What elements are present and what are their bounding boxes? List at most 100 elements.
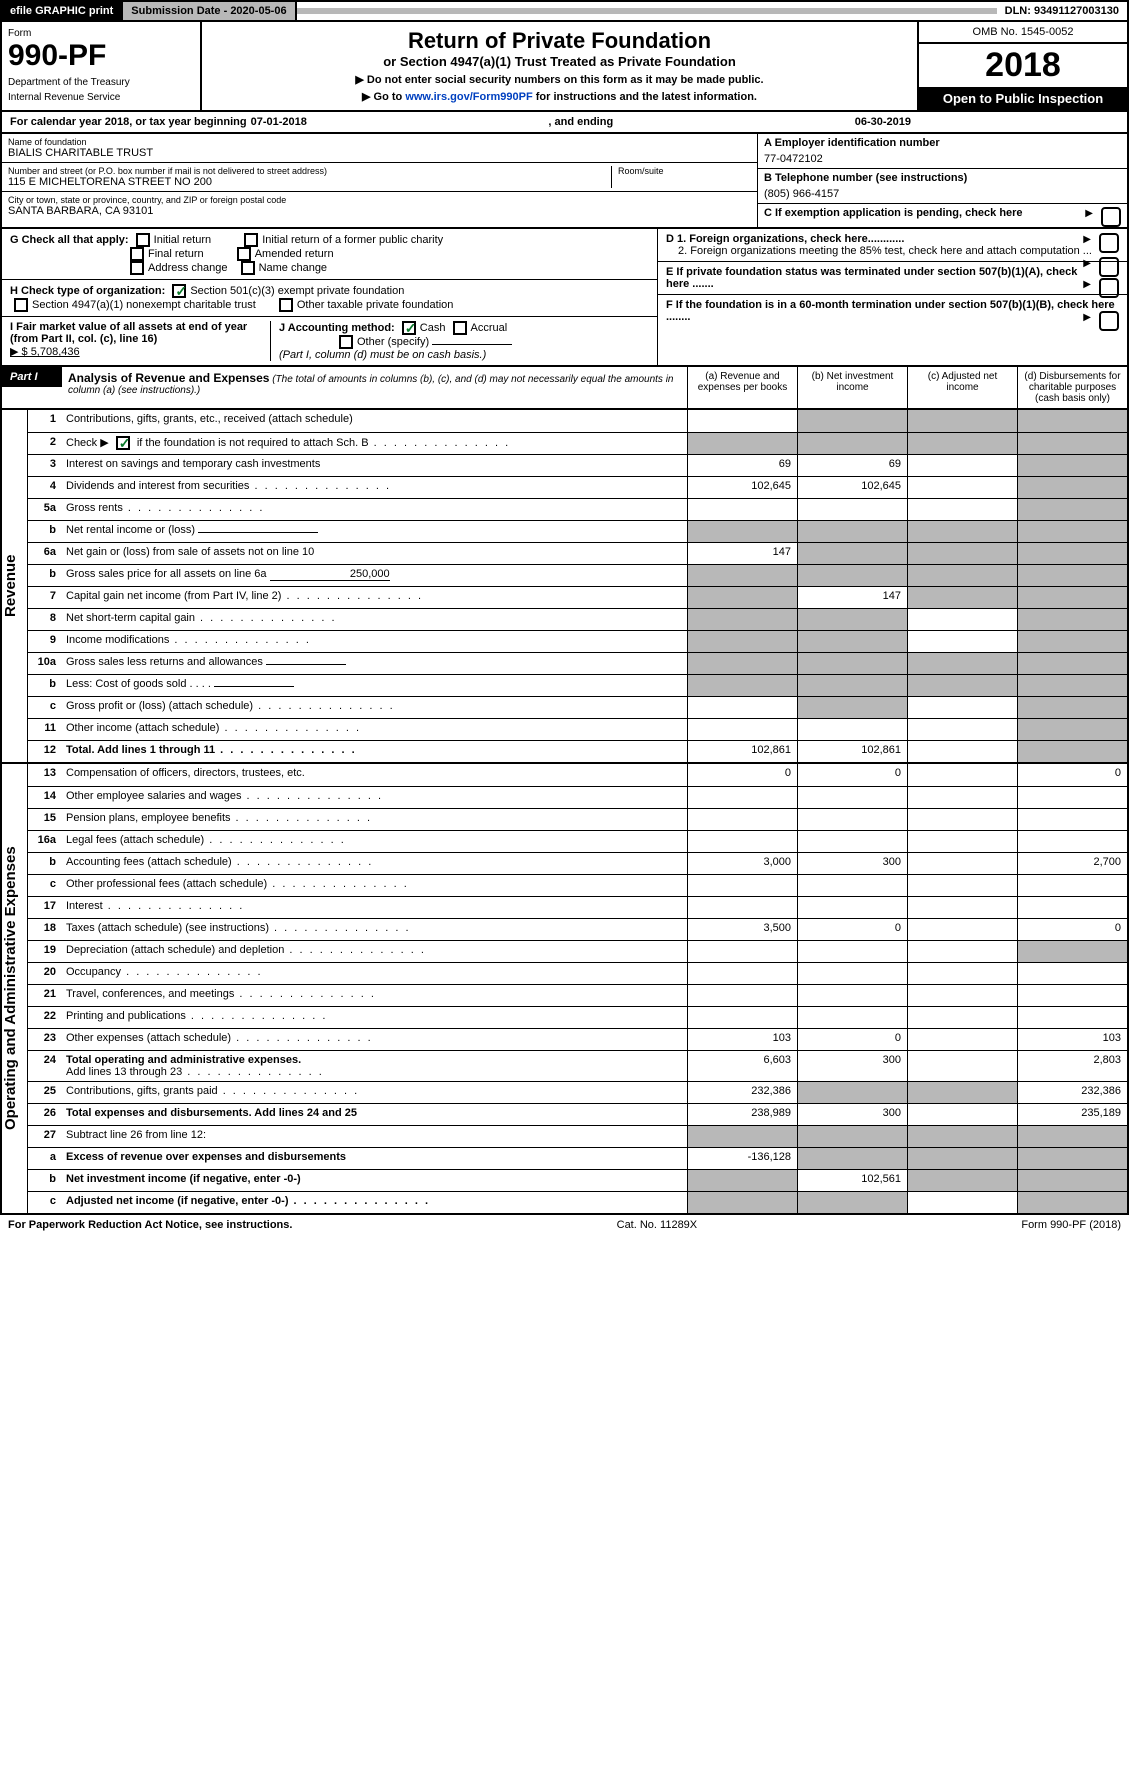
- l21-desc: Travel, conferences, and meetings: [62, 985, 687, 1006]
- efile-label[interactable]: efile GRAPHIC print: [2, 2, 123, 20]
- l10a-inline[interactable]: [266, 664, 346, 665]
- expenses-body: 13Compensation of officers, directors, t…: [28, 764, 1127, 1213]
- footer-right: Form 990-PF (2018): [1021, 1219, 1121, 1231]
- l5b-inline[interactable]: [198, 532, 318, 533]
- l20-desc: Occupancy: [62, 963, 687, 984]
- other-acct-checkbox[interactable]: [339, 335, 353, 349]
- l16b-desc: Accounting fees (attach schedule): [62, 853, 687, 874]
- l24-t: Total operating and administrative expen…: [66, 1054, 301, 1066]
- l13-a: 0: [687, 764, 797, 786]
- col-c: (c) Adjusted net income: [907, 367, 1017, 408]
- l3-desc: Interest on savings and temporary cash i…: [62, 455, 687, 476]
- l10c-desc: Gross profit or (loss) (attach schedule): [62, 697, 687, 718]
- l5a-b: [797, 499, 907, 520]
- cash-checkbox[interactable]: [402, 321, 416, 335]
- d1-checkbox[interactable]: [1099, 233, 1119, 253]
- l13-desc: Compensation of officers, directors, tru…: [62, 764, 687, 786]
- l26-desc: Total expenses and disbursements. Add li…: [62, 1104, 687, 1125]
- l10b-inline[interactable]: [214, 686, 294, 687]
- l1-b: [797, 410, 907, 432]
- name-change: Name change: [259, 262, 328, 274]
- l6a-b: [797, 543, 907, 564]
- l5b-txt: Net rental income or (loss): [66, 524, 195, 536]
- l2-desc: Check ▶ if the foundation is not require…: [62, 433, 687, 454]
- l1-desc: Contributions, gifts, grants, etc., rece…: [62, 410, 687, 432]
- l16c-desc: Other professional fees (attach schedule…: [62, 875, 687, 896]
- ein-value: 77-0472102: [764, 153, 1121, 165]
- s4947: Section 4947(a)(1) nonexempt charitable …: [32, 299, 256, 311]
- l27c-b: [797, 1192, 907, 1213]
- e-label: E If private foundation status was termi…: [666, 266, 1077, 290]
- l8-b: [797, 609, 907, 630]
- l8-a: [687, 609, 797, 630]
- schb-checkbox[interactable]: [116, 436, 130, 450]
- initial-return: Initial return: [154, 234, 211, 246]
- l25-b: [797, 1082, 907, 1103]
- addr-change-checkbox[interactable]: [130, 261, 144, 275]
- ln-6b: b: [28, 565, 62, 586]
- l26-d: 235,189: [1017, 1104, 1127, 1125]
- c-checkbox[interactable]: [1101, 207, 1121, 227]
- ln-13: 13: [28, 764, 62, 786]
- l17-c: [907, 897, 1017, 918]
- l10b-c: [907, 675, 1017, 696]
- initial-former-checkbox[interactable]: [244, 233, 258, 247]
- l10c-c: [907, 697, 1017, 718]
- c-arrow-icon: [1085, 207, 1095, 219]
- l19-desc: Depreciation (attach schedule) and deple…: [62, 941, 687, 962]
- f-checkbox[interactable]: [1099, 311, 1119, 331]
- l5a-c: [907, 499, 1017, 520]
- s501-checkbox[interactable]: [172, 284, 186, 298]
- omb-number: OMB No. 1545-0052: [919, 22, 1127, 44]
- calyr-mid: , and ending: [311, 116, 851, 128]
- l27b-a: [687, 1170, 797, 1191]
- hdr-center: Return of Private Foundation or Section …: [202, 22, 917, 110]
- d2-checkbox[interactable]: [1099, 257, 1119, 277]
- l13-b: 0: [797, 764, 907, 786]
- e-checkbox[interactable]: [1099, 278, 1119, 298]
- l5a-desc: Gross rents: [62, 499, 687, 520]
- l16b-d: 2,700: [1017, 853, 1127, 874]
- l9-b: [797, 631, 907, 652]
- l4-c: [907, 477, 1017, 498]
- l23-c: [907, 1029, 1017, 1050]
- l5b-c: [907, 521, 1017, 542]
- foundation-name: BIALIS CHARITABLE TRUST: [8, 147, 751, 159]
- l23-desc: Other expenses (attach schedule): [62, 1029, 687, 1050]
- amended-return-checkbox[interactable]: [237, 247, 251, 261]
- ln-2: 2: [28, 433, 62, 454]
- ln-22: 22: [28, 1007, 62, 1028]
- l11-desc: Other income (attach schedule): [62, 719, 687, 740]
- l14-a: [687, 787, 797, 808]
- note2-pre: ▶ Go to: [362, 91, 405, 103]
- form-link[interactable]: www.irs.gov/Form990PF: [405, 91, 532, 103]
- l21-a: [687, 985, 797, 1006]
- ln-25: 25: [28, 1082, 62, 1103]
- j-label: J Accounting method:: [279, 322, 395, 334]
- final-return-checkbox[interactable]: [130, 247, 144, 261]
- other-taxable-checkbox[interactable]: [279, 298, 293, 312]
- accrual: Accrual: [471, 322, 508, 334]
- l8-d: [1017, 609, 1127, 630]
- ln-7: 7: [28, 587, 62, 608]
- accrual-checkbox[interactable]: [453, 321, 467, 335]
- submission-date: Submission Date - 2020-05-06: [123, 2, 296, 20]
- l17-desc: Interest: [62, 897, 687, 918]
- amended-return: Amended return: [255, 248, 334, 260]
- name-change-checkbox[interactable]: [241, 261, 255, 275]
- l9-a: [687, 631, 797, 652]
- initial-return-checkbox[interactable]: [136, 233, 150, 247]
- l6b-val: 250,000: [270, 568, 390, 581]
- l12-d: [1017, 741, 1127, 762]
- footer-center: Cat. No. 11289X: [292, 1219, 1021, 1231]
- other-specify-line[interactable]: [432, 344, 512, 345]
- l16a-a: [687, 831, 797, 852]
- ln-10c: c: [28, 697, 62, 718]
- l27a-d: [1017, 1148, 1127, 1169]
- l5b-b: [797, 521, 907, 542]
- topbar: efile GRAPHIC print Submission Date - 20…: [0, 0, 1129, 22]
- ln-18: 18: [28, 919, 62, 940]
- s4947-checkbox[interactable]: [14, 298, 28, 312]
- l21-c: [907, 985, 1017, 1006]
- ln-23: 23: [28, 1029, 62, 1050]
